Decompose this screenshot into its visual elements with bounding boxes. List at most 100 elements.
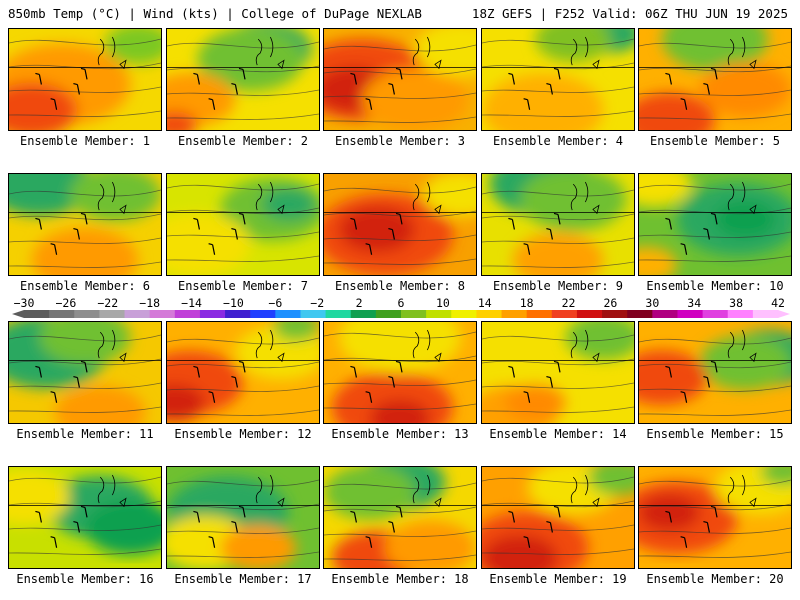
wind-barb (365, 536, 373, 548)
wind-barb (710, 67, 718, 80)
colorbar-segment (250, 310, 276, 318)
height-contour (639, 551, 791, 558)
colorbar-segment (752, 310, 779, 318)
wind-barb (350, 72, 357, 85)
ensemble-member-label: Ensemble Member: 10 (646, 279, 784, 293)
ensemble-member-label: Ensemble Member: 15 (646, 427, 784, 441)
wind-barb (508, 510, 515, 523)
wind-barb (193, 365, 200, 378)
wind-barb (523, 391, 531, 403)
wind-barb (193, 72, 200, 85)
wind-barb (350, 217, 357, 230)
great-lakes-outline (412, 474, 442, 508)
colorbar-segment (99, 310, 126, 318)
height-contour (639, 479, 791, 487)
wind-barb (80, 360, 88, 373)
great-lakes-outline (570, 474, 600, 508)
ensemble-map-panel (638, 321, 792, 424)
temperature-region (39, 322, 131, 365)
colorbar-segment (727, 310, 754, 318)
height-contour (639, 65, 791, 73)
height-contour (9, 548, 161, 555)
wind-barb (395, 212, 403, 225)
wind-barb (388, 375, 395, 388)
wind-barb (703, 82, 710, 95)
ensemble-member-label: Ensemble Member: 8 (334, 279, 466, 293)
colorbar-tick-label: 6 (397, 296, 405, 310)
wind-barb (365, 391, 373, 403)
great-lakes-outline (727, 36, 757, 70)
ensemble-map-panel (166, 466, 320, 569)
height-contour (639, 337, 791, 345)
wind-barb (546, 227, 553, 240)
great-lakes-outline (412, 36, 442, 70)
ensemble-member-label: Ensemble Member: 13 (331, 427, 469, 441)
colorbar-segment (677, 310, 704, 318)
ensemble-member-label: Ensemble Member: 16 (16, 572, 154, 586)
ensemble-member-label: Ensemble Member: 18 (331, 572, 469, 586)
height-contour (167, 527, 319, 534)
wind-barb (80, 67, 88, 80)
height-contour (9, 382, 161, 389)
great-lakes-outline (255, 181, 285, 215)
wind-barb (546, 82, 553, 95)
colorbar-segment (702, 310, 729, 318)
height-contour (324, 44, 476, 52)
ensemble-member-label: Ensemble Member: 17 (174, 572, 312, 586)
ensemble-map-panel (323, 466, 477, 569)
colorbar-segment (401, 310, 427, 318)
temperature-region (362, 67, 469, 130)
temperature-region (85, 500, 161, 555)
wind-barb (365, 243, 373, 255)
colorbar-segment (576, 310, 603, 318)
ensemble-map-panel (8, 28, 162, 131)
ensemble-map-panel (481, 28, 635, 131)
colorbar-tick-label: −2 (310, 296, 325, 310)
wind-barb (388, 82, 395, 95)
height-contour (482, 110, 634, 117)
ensemble-map-panel (8, 173, 162, 276)
temperature-region (324, 467, 416, 520)
colorbar-tick-label: 30 (645, 296, 660, 310)
wind-barb (208, 98, 216, 110)
wind-barb (238, 505, 246, 518)
colorbar-segment (124, 310, 151, 318)
height-contour (639, 113, 791, 120)
wind-barb (73, 227, 80, 240)
ensemble-map-panel (638, 173, 792, 276)
wind-barb (73, 375, 80, 388)
temperature-region (699, 62, 791, 117)
wind-barb (680, 391, 688, 403)
height-contour (482, 382, 634, 389)
temperature-region (415, 29, 476, 77)
great-lakes-outline (97, 474, 127, 508)
colorbar-min-arrow (12, 310, 24, 318)
great-lakes-outline (255, 329, 285, 363)
temperature-region (273, 322, 319, 341)
map-title: 850mb Temp (°C) | Wind (kts) | College o… (8, 6, 422, 21)
wind-barb (50, 391, 58, 403)
temperature-region (167, 384, 205, 421)
temperature-region (167, 111, 198, 130)
temperature-region (639, 174, 693, 207)
ensemble-member-label: Ensemble Member: 5 (649, 134, 781, 148)
colorbar-tick-label: −22 (97, 296, 119, 310)
wind-barb (523, 98, 531, 110)
colorbar-tick-label: 10 (435, 296, 450, 310)
height-contour (482, 213, 634, 221)
temperature-region (54, 385, 146, 423)
colorbar-segment (174, 310, 201, 318)
height-contour (324, 482, 476, 490)
colorbar-tick-label: 2 (355, 296, 363, 310)
height-contour (482, 261, 634, 268)
colorbar-tick-label: −6 (268, 296, 283, 310)
wind-barb (710, 212, 718, 225)
wind-barb (553, 212, 561, 225)
temperature-region (422, 174, 476, 217)
temperature-region (760, 467, 791, 486)
great-lakes-outline (727, 181, 757, 215)
colorbar-segment (627, 310, 653, 318)
ensemble-map-panel (8, 466, 162, 569)
wind-barb (350, 365, 357, 378)
height-contour (324, 258, 476, 265)
